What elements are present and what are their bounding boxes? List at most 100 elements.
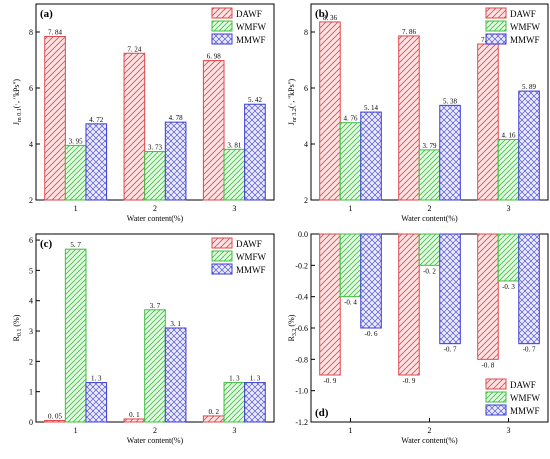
bar-dawf [477, 43, 499, 201]
panel-tag: (c) [40, 238, 53, 250]
bar-wmfw [144, 309, 166, 423]
data-label: 3. 7 [150, 302, 161, 310]
y-tick-label: 0 [29, 418, 33, 427]
bar-mmwf [518, 233, 540, 345]
x-tick-label: 3 [507, 426, 511, 435]
legend-label: MMWF [236, 265, 266, 275]
bar-mmwf [164, 121, 187, 201]
chart-panel-1: 2 4 6 8 1 7. 84 3. 95 4. 72 2 7. 24 3. 73 4. 78 3 6. … [12, 3, 275, 223]
legend-label: WMFW [510, 22, 541, 32]
data-label: 3. 73 [148, 144, 163, 152]
x-tick-label: 2 [153, 204, 157, 213]
bar-mmwf [518, 90, 540, 201]
x-axis-title: Water content(%) [127, 214, 184, 223]
data-label: -0. 8 [482, 361, 495, 369]
bar-wmfw [223, 148, 246, 201]
data-label: 5. 7 [70, 241, 81, 249]
data-label: -0. 2 [423, 267, 436, 275]
y-tick-label: 2 [29, 196, 33, 205]
y-tick-label: 6 [29, 236, 33, 245]
bar-wmfw [64, 248, 87, 423]
bar-dawf [44, 419, 66, 423]
data-label: 4. 16 [502, 132, 517, 140]
x-axis-title: Water content(%) [127, 436, 184, 445]
bar-wmfw [144, 151, 166, 201]
x-tick-label: 2 [428, 426, 432, 435]
y-axis-title: Jm 0.1(·, ''kPs'') [12, 79, 23, 125]
legend-label: MMWF [236, 35, 266, 45]
legend-swatch-mmwf [485, 404, 507, 416]
data-label: 7. 84 [48, 28, 63, 36]
y-tick-label: -0.8 [295, 355, 308, 364]
legend-label: MMWF [510, 35, 540, 45]
legend-label: DAWF [510, 9, 536, 19]
bar-mmwf [360, 233, 382, 329]
bar-dawf [319, 233, 341, 376]
legend-swatch-mmwf [485, 33, 507, 45]
bar-dawf [398, 35, 420, 201]
legend-swatch-dawf [211, 237, 233, 249]
x-tick-label: 1 [349, 426, 353, 435]
data-label: 8. 36 [323, 14, 338, 22]
bar-mmwf [244, 103, 266, 201]
legend-swatch-wmfw [485, 20, 507, 32]
x-tick-label: 1 [74, 426, 78, 435]
y-tick-label: 2 [304, 196, 308, 205]
y-tick-label: 8 [304, 28, 308, 37]
legend-swatch-dawf [485, 7, 507, 19]
bar-wmfw [339, 122, 362, 201]
data-label: 1. 3 [229, 375, 240, 383]
data-label: 4. 78 [169, 114, 184, 122]
data-label: -0. 9 [403, 377, 416, 385]
x-tick-label: 2 [428, 204, 432, 213]
data-label: 0. 1 [129, 411, 140, 419]
data-label: 4. 76 [344, 115, 359, 123]
data-label: -0. 6 [365, 330, 378, 338]
data-label: 3. 1 [170, 320, 181, 328]
data-label: -0. 9 [324, 377, 337, 385]
bar-mmwf [85, 123, 108, 201]
legend-label: DAWF [236, 239, 262, 249]
data-label: -0. 4 [344, 299, 357, 307]
bar-mmwf [439, 104, 461, 201]
y-tick-label: 0.0 [298, 230, 308, 239]
bar-wmfw [339, 233, 362, 298]
data-label: -0. 3 [502, 283, 515, 291]
panel-tag: (d) [315, 407, 329, 419]
legend-swatch-wmfw [485, 391, 507, 403]
bar-wmfw [497, 233, 520, 282]
y-tick-label: 2 [29, 357, 33, 366]
y-tick-label: 1 [29, 388, 33, 397]
data-label: 3. 79 [423, 142, 438, 150]
data-label: 0. 05 [48, 412, 63, 420]
legend-label: WMFW [236, 22, 267, 32]
data-label: 1. 3 [91, 375, 102, 383]
bar-mmwf [360, 111, 382, 201]
bar-wmfw [497, 139, 520, 201]
legend: DAWF WMFW MMWF [485, 7, 541, 45]
data-label: 7. 24 [127, 45, 142, 53]
y-tick-label: 4 [29, 297, 33, 306]
x-tick-label: 1 [74, 204, 78, 213]
data-label: 7. 86 [402, 28, 417, 36]
x-tick-label: 3 [232, 204, 236, 213]
bar-dawf [123, 418, 146, 423]
legend-swatch-wmfw [211, 20, 233, 32]
data-label: 0. 2 [208, 408, 219, 416]
legend-label: WMFW [236, 252, 267, 262]
x-tick-label: 2 [153, 426, 157, 435]
data-label: 5. 42 [248, 96, 263, 104]
y-tick-label: 6 [304, 84, 308, 93]
x-axis-title: Water content(%) [401, 436, 458, 445]
bar-dawf [319, 21, 341, 201]
y-tick-label: 3 [29, 327, 33, 336]
data-label: 4. 72 [89, 116, 104, 124]
legend-label: DAWF [510, 380, 536, 390]
y-tick-label: -0.2 [295, 261, 308, 270]
y-tick-label: -0.6 [295, 324, 308, 333]
bar-dawf [202, 415, 225, 423]
y-axis-title: R0.1 (%) [12, 314, 23, 341]
